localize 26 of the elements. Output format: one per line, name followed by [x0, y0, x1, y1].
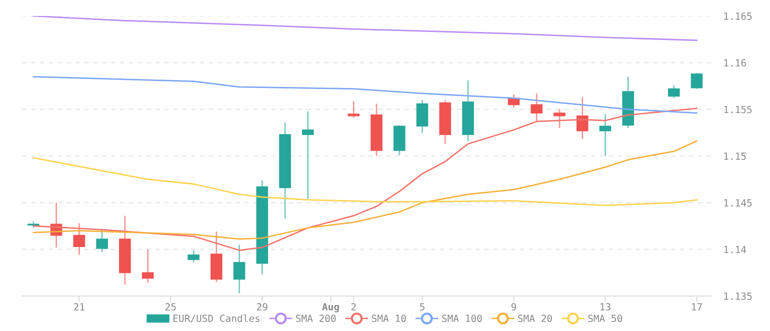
- x-tick-label: 25: [166, 303, 176, 311]
- line-series: [32, 76, 698, 114]
- x-tick-label: 29: [257, 303, 268, 311]
- x-tick-label: 2: [351, 303, 356, 310]
- legend-label: SMA 200: [296, 314, 336, 322]
- x-tick-label: 5: [420, 303, 424, 311]
- y-tick-label: 1.16: [724, 59, 746, 67]
- x-tick-label: 21: [74, 303, 84, 310]
- y-tick-label: 1.145: [724, 199, 752, 207]
- y-tick-label: 1.135: [724, 292, 752, 300]
- legend-label: SMA 100: [442, 314, 482, 322]
- y-tick-label: 1.15: [724, 152, 746, 160]
- x-tick-label: 17: [692, 303, 702, 310]
- legend-label: SMA 20: [518, 314, 552, 322]
- line-series: [32, 140, 698, 240]
- y-tick-label: 1.14: [724, 246, 746, 254]
- legend-label: SMA 10: [372, 314, 406, 322]
- x-tick-label: Aug: [322, 303, 339, 312]
- y-tick-label: 1.155: [724, 106, 752, 114]
- x-tick-label: 13: [600, 303, 610, 311]
- line-series: [32, 16, 698, 41]
- y-tick-label: 1.165: [724, 12, 752, 20]
- line-series: [32, 157, 698, 206]
- legend-label: EUR/USD Candles: [174, 314, 260, 323]
- x-tick-label: 9: [511, 303, 516, 311]
- legend-label: SMA 50: [588, 314, 622, 322]
